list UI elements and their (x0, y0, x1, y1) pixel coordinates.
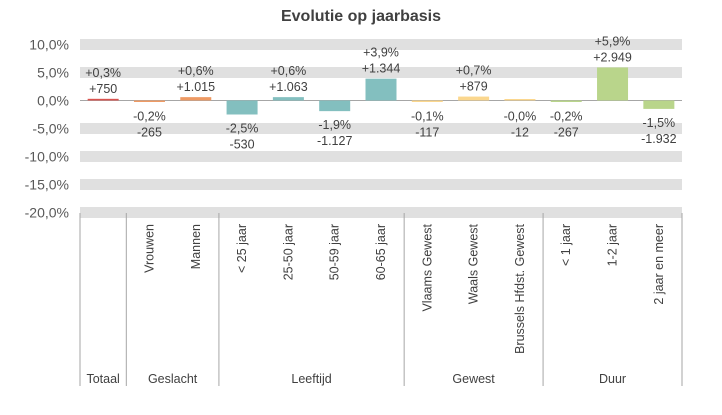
data-label-pct: -0,2% (133, 110, 166, 124)
x-tick-label: Brussels Hfdst. Gewest (513, 223, 527, 353)
data-label-pct: +0,6% (270, 64, 306, 78)
data-label-pct: +5,9% (595, 34, 631, 48)
data-label-abs: -1.127 (317, 134, 352, 148)
y-tick-label: -15,0% (25, 177, 69, 193)
bar (504, 99, 536, 101)
x-group-label: Duur (599, 372, 626, 386)
y-tick-label: 0,0% (37, 93, 69, 109)
data-label-abs: -530 (230, 138, 255, 152)
data-label-pct: +0,3% (85, 66, 121, 80)
x-group-label: Gewest (452, 372, 495, 386)
data-label-abs: -12 (511, 126, 529, 140)
x-tick-label: < 25 jaar (235, 224, 249, 273)
bar (180, 97, 212, 101)
data-label-pct: -1,9% (318, 118, 351, 132)
bar (643, 100, 675, 109)
data-label-pct: +3,9% (363, 46, 399, 60)
x-tick-label: 25-50 jaar (281, 224, 295, 280)
x-tick-label: 60-65 jaar (374, 224, 388, 280)
grid-band (80, 179, 682, 190)
bar (550, 100, 582, 102)
x-tick-label: Waals Gewest (467, 223, 481, 304)
x-tick-label: 1-2 jaar (606, 224, 620, 266)
bar (411, 100, 443, 102)
data-label-pct: -0,1% (411, 110, 444, 124)
data-label-pct: -0,0% (504, 110, 537, 124)
data-label-abs: +1.063 (269, 80, 308, 94)
x-tick-label: 50-59 jaar (328, 224, 342, 280)
bar (133, 100, 165, 102)
data-label-pct: +0,7% (456, 64, 492, 78)
data-label-pct: -0,2% (550, 110, 583, 124)
data-label-abs: -117 (415, 126, 439, 140)
data-label-abs: +1.344 (362, 62, 401, 76)
data-label-abs: -265 (137, 126, 162, 140)
bar (272, 97, 304, 101)
data-label-abs: -267 (554, 126, 579, 140)
bar (319, 100, 351, 112)
data-label-pct: +0,6% (178, 64, 214, 78)
y-tick-label: -20,0% (25, 205, 69, 221)
x-group-label: Leeftijd (291, 372, 331, 386)
x-tick-label: Vlaams Gewest (420, 223, 434, 311)
grid-band (80, 123, 682, 134)
data-label-abs: +879 (460, 80, 488, 94)
data-label-abs: -1.932 (641, 132, 676, 146)
bar (365, 78, 397, 101)
bar (597, 67, 629, 101)
y-tick-label: 10,0% (29, 37, 69, 53)
chart-title: Evolutie op jaarbasis (281, 8, 441, 25)
grid-band (80, 151, 682, 162)
data-label-abs: +750 (89, 82, 117, 96)
bar (458, 96, 490, 101)
data-label-pct: -2,5% (226, 122, 259, 136)
y-tick-label: -10,0% (25, 149, 69, 165)
bar (87, 98, 119, 101)
grid-band (80, 207, 682, 218)
grid-band (80, 39, 682, 50)
grid-band (80, 67, 682, 78)
x-tick-label: Mannen (189, 224, 203, 269)
x-group-label: Totaal (86, 372, 119, 386)
x-tick-label: 2 jaar en meer (652, 224, 666, 305)
y-tick-label: -5,0% (32, 121, 69, 137)
x-tick-label: Vrouwen (142, 224, 156, 273)
x-group-label: Geslacht (148, 372, 198, 386)
data-label-pct: -1,5% (643, 116, 676, 130)
data-label-abs: +1.015 (176, 80, 215, 94)
data-label-abs: +2.949 (593, 50, 632, 64)
y-tick-label: 5,0% (37, 65, 69, 81)
x-tick-label: < 1 jaar (559, 224, 573, 266)
bar (226, 100, 258, 115)
